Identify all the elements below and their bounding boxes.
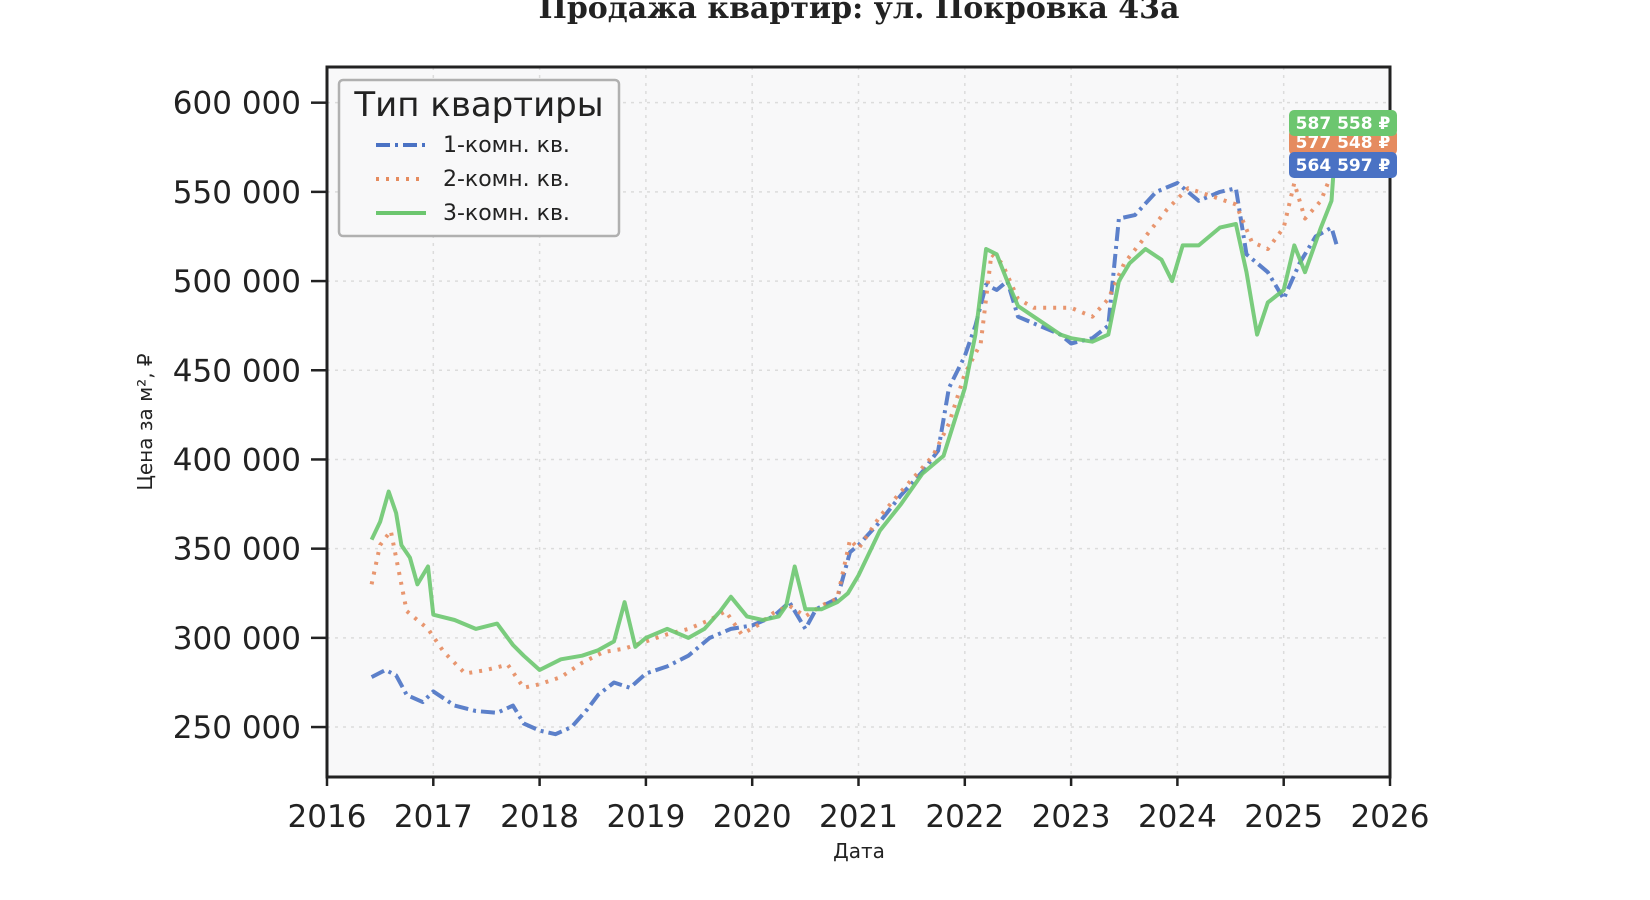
legend-title: Тип квартиры <box>353 85 603 125</box>
y-tick-label: 300 000 <box>173 621 301 657</box>
x-axis: 2016 2017 2018 2019 2020 2021 2022 2023 2024 2025… <box>288 777 1430 835</box>
legend-label: 3-комн. кв. <box>443 201 570 226</box>
chart-title: Продажа квартир: ул. Покровка 43а <box>538 0 1179 26</box>
x-tick-label: 2020 <box>713 799 792 835</box>
y-tick-label: 550 000 <box>173 175 301 211</box>
last-value-badge <box>1289 152 1397 178</box>
last-value-label: 564 597 ₽ <box>1296 156 1391 176</box>
y-axis-label: Цена за м², ₽ <box>133 353 157 491</box>
last-value-badge <box>1289 110 1397 136</box>
series-layer <box>369 124 1339 737</box>
y-axis: 250 000 300 000 350 000 400 000 450 000 500 0… <box>173 86 327 746</box>
series-line <box>369 124 1339 672</box>
x-tick-label: 2023 <box>1032 799 1111 835</box>
legend-box <box>337 78 621 238</box>
y-tick-label: 250 000 <box>173 710 301 746</box>
legend-label: 1-комн. кв. <box>443 133 570 158</box>
last-value-badges: 577 548 ₽587 558 ₽ 564 597 ₽ <box>1289 110 1397 178</box>
x-tick-label: 2025 <box>1244 799 1323 835</box>
x-tick-label: 2024 <box>1138 799 1217 835</box>
x-tick-label: 2016 <box>288 799 367 835</box>
x-tick-label: 2019 <box>606 799 685 835</box>
y-tick-label: 400 000 <box>173 442 301 478</box>
x-tick-label: 2026 <box>1351 799 1430 835</box>
x-tick-label: 2018 <box>500 799 579 835</box>
x-axis-label: Дата <box>833 839 885 863</box>
x-tick-label: 2022 <box>925 799 1004 835</box>
y-tick-label: 600 000 <box>173 86 301 122</box>
last-value-label: 577 548 ₽ <box>1296 133 1391 153</box>
x-tick-label: 2021 <box>819 799 898 835</box>
y-tick-label: 450 000 <box>173 353 301 389</box>
legend-items: 1-комн. кв. 2-комн. кв. 3-комн. кв. <box>376 133 570 226</box>
legend: Тип квартиры 1-комн. кв. 2-комн. кв. 3-ком… <box>337 78 621 238</box>
y-tick-label: 350 000 <box>173 532 301 568</box>
last-value-label: 587 558 ₽ <box>1296 114 1391 134</box>
x-tick-label: 2017 <box>394 799 473 835</box>
legend-label: 2-комн. кв. <box>443 167 570 192</box>
y-tick-label: 500 000 <box>173 264 301 300</box>
